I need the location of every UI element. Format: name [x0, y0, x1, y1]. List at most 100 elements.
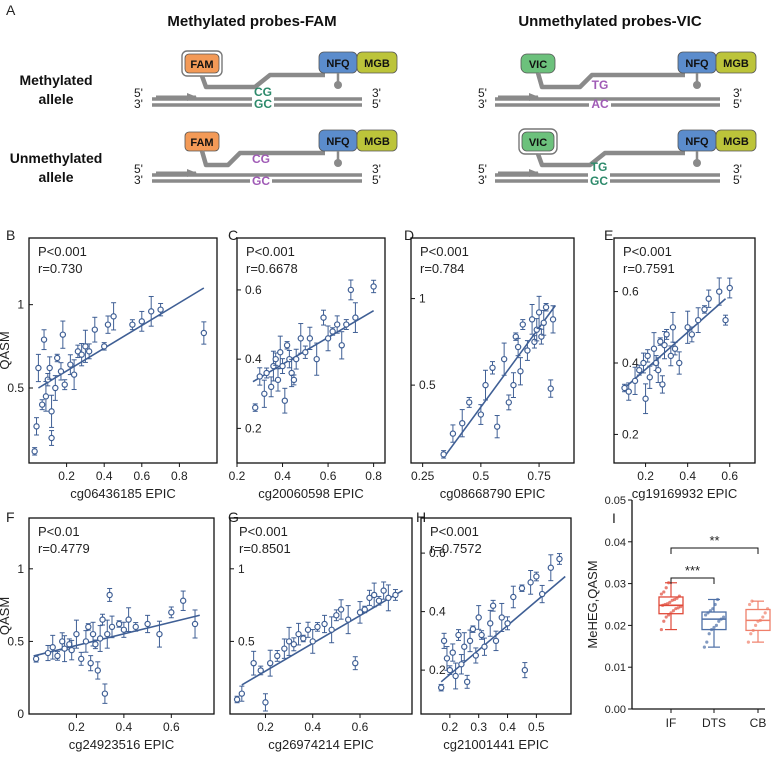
- x-tick-label: 0.5: [528, 720, 545, 734]
- stat-p-value: P<0.001: [38, 244, 87, 259]
- point-marker: [274, 652, 281, 660]
- data-point: [505, 394, 512, 411]
- data-point: [49, 634, 56, 660]
- point-marker: [329, 328, 336, 335]
- data-point: [338, 331, 345, 360]
- data-point: [306, 326, 314, 351]
- box-point: [706, 611, 710, 615]
- stat-r-value: r=0.8501: [239, 541, 291, 556]
- data-point: [328, 616, 335, 644]
- box-point: [662, 619, 666, 623]
- point-marker: [89, 630, 97, 638]
- point-marker: [385, 594, 392, 602]
- chart-panels: B 0.2 0.4 0.6 0.8 0.5 1 cg06436185 EPIC QASM P<0.…: [0, 227, 771, 752]
- data-point: [70, 359, 78, 391]
- category-label: IF: [666, 716, 677, 730]
- quencher-dot: [334, 81, 342, 89]
- data-point: [493, 415, 501, 439]
- panel-label: H: [416, 509, 426, 525]
- y-tick-label: 0.4: [622, 356, 639, 370]
- data-point: [32, 655, 40, 663]
- data-point: [304, 621, 312, 638]
- y-axis-label: QASM: [0, 597, 12, 635]
- point-marker: [688, 331, 696, 338]
- box-point: [667, 613, 671, 617]
- point-marker: [701, 306, 708, 313]
- y-tick-label: 0.05: [605, 495, 626, 507]
- sig-bracket-cb: [670, 547, 759, 554]
- vic-box: [521, 131, 555, 152]
- point-marker: [285, 638, 293, 645]
- point-marker: [191, 620, 199, 628]
- point-marker: [48, 408, 55, 415]
- strand-3prime-end: 3': [372, 86, 381, 100]
- strand-3prime: 3': [478, 97, 487, 111]
- x-axis-label: cg06436185 EPIC: [70, 486, 176, 501]
- point-marker: [295, 630, 302, 638]
- strand-5prime-end: 5': [733, 97, 742, 111]
- point-marker: [91, 326, 99, 333]
- stat-r-value: r=0.7591: [623, 261, 675, 276]
- x-axis-label: cg08668790 EPIC: [440, 486, 546, 501]
- data-point: [261, 379, 268, 408]
- point-marker: [705, 295, 712, 302]
- strand-3prime-end: 3': [372, 162, 381, 176]
- x-tick-label: 0.2: [68, 720, 85, 734]
- point-marker: [657, 338, 664, 345]
- point-marker: [661, 341, 668, 349]
- point-marker: [478, 631, 485, 639]
- y-tick-label: 0.6: [245, 283, 262, 297]
- data-point: [48, 394, 55, 428]
- point-marker: [44, 376, 52, 383]
- point-marker: [469, 625, 477, 633]
- x-tick-label: 0.6: [721, 469, 738, 483]
- data-point: [461, 632, 468, 662]
- point-marker: [138, 318, 145, 325]
- point-marker: [35, 364, 42, 372]
- point-marker: [283, 342, 291, 349]
- point-marker: [233, 696, 241, 703]
- fam-box: [184, 53, 220, 74]
- point-marker: [274, 376, 282, 384]
- data-point: [293, 348, 300, 370]
- mgb-label: MGB: [364, 136, 390, 148]
- data-point: [59, 320, 67, 349]
- y-tick-label: 0.5: [7, 381, 24, 395]
- data-point: [329, 327, 336, 336]
- fam-label: FAM: [190, 137, 213, 149]
- point-marker: [535, 309, 543, 316]
- data-point: [91, 316, 99, 343]
- data-point: [313, 342, 320, 376]
- x-tick-label: 0.2: [637, 469, 654, 483]
- data-point: [549, 305, 557, 334]
- point-marker: [333, 612, 340, 619]
- schematic-vic-unmethylated: VIC NFQ MGB 5' 3' TG GC 3' 5': [478, 128, 757, 188]
- box-point: [667, 581, 671, 585]
- point-marker: [527, 579, 534, 586]
- data-point: [482, 369, 489, 401]
- plot-frame: [28, 517, 215, 715]
- vic-label: VIC: [529, 137, 547, 149]
- point-marker: [157, 306, 164, 313]
- x-tick-label: 0.4: [274, 469, 291, 483]
- x-tick-label: 0.4: [96, 469, 113, 483]
- data-point: [157, 302, 164, 317]
- panel-label-a: A: [6, 2, 16, 18]
- data-point: [279, 358, 286, 375]
- point-marker: [510, 593, 517, 601]
- point-marker: [642, 395, 649, 402]
- y-tick-label: 0.2: [622, 427, 639, 441]
- box-point: [751, 628, 755, 633]
- quencher-dot: [334, 159, 342, 167]
- strand-3prime: 3': [134, 97, 143, 111]
- x-tick-label: 0.4: [499, 720, 516, 734]
- data-point: [385, 584, 392, 612]
- data-point: [270, 350, 277, 382]
- data-point: [361, 605, 368, 614]
- data-point: [77, 651, 85, 666]
- point-marker: [514, 343, 522, 351]
- data-point: [631, 366, 639, 395]
- x-tick-label: 0.5: [473, 469, 490, 483]
- panel-label: E: [604, 227, 613, 243]
- point-marker: [669, 324, 677, 331]
